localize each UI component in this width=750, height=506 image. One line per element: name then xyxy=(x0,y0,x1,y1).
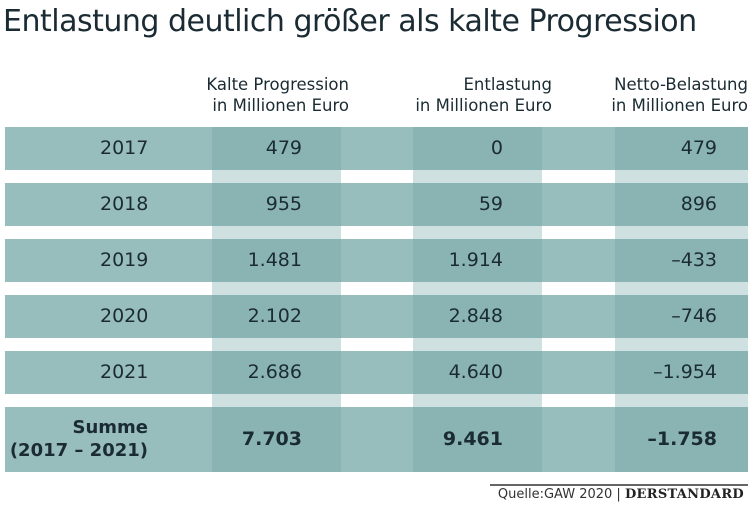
value-cell: 0 xyxy=(490,136,503,159)
footer-rule xyxy=(490,484,748,486)
column-gap xyxy=(615,282,748,295)
column-band xyxy=(413,239,542,282)
value-cell: 896 xyxy=(680,192,717,215)
source-text: Quelle:GAW 2020 | xyxy=(497,487,621,502)
row-label: 2020 xyxy=(100,304,149,327)
column-band xyxy=(212,239,341,282)
value-cell: 1.914 xyxy=(448,248,503,271)
column-gap xyxy=(413,282,542,295)
column-band xyxy=(413,351,542,394)
column-gap xyxy=(413,338,542,351)
column-band xyxy=(413,183,542,226)
column-band xyxy=(212,127,341,170)
value-cell: 479 xyxy=(680,136,717,159)
row-label: Summe (2017 – 2021) xyxy=(9,416,148,461)
column-header: Kalte Progression in Millionen Euro xyxy=(206,75,349,115)
column-header: Entlastung in Millionen Euro xyxy=(415,75,552,115)
column-gap xyxy=(212,170,341,183)
value-cell: –1.954 xyxy=(653,360,717,383)
column-band xyxy=(615,183,748,226)
value-cell: 9.461 xyxy=(442,427,503,450)
column-band xyxy=(413,295,542,338)
column-band xyxy=(212,351,341,394)
value-cell: 59 xyxy=(478,192,503,215)
value-cell: 2.686 xyxy=(247,360,302,383)
column-band xyxy=(615,351,748,394)
column-gap xyxy=(413,226,542,239)
value-cell: –433 xyxy=(671,248,717,271)
row-label: 2021 xyxy=(100,360,149,383)
column-gap xyxy=(615,226,748,239)
value-cell: –1.758 xyxy=(647,427,717,450)
value-cell: 1.481 xyxy=(247,248,302,271)
value-cell: 955 xyxy=(265,192,302,215)
chart-title: Entlastung deutlich größer als kalte Pro… xyxy=(3,4,697,39)
value-cell: –746 xyxy=(671,304,717,327)
value-cell: 2.102 xyxy=(247,304,302,327)
column-gap xyxy=(212,394,341,407)
column-header: Netto-Belastung in Millionen Euro xyxy=(611,75,748,115)
column-gap xyxy=(212,226,341,239)
derstandard-logo: DERSTANDARD xyxy=(624,487,744,502)
column-band xyxy=(615,239,748,282)
column-band xyxy=(212,295,341,338)
column-gap xyxy=(212,338,341,351)
column-band xyxy=(413,407,542,472)
value-cell: 2.848 xyxy=(448,304,503,327)
column-gap xyxy=(615,170,748,183)
column-band xyxy=(615,407,748,472)
value-cell: 4.640 xyxy=(448,360,503,383)
row-label: 2017 xyxy=(100,136,149,159)
column-band xyxy=(615,127,748,170)
column-band xyxy=(413,127,542,170)
column-gap xyxy=(413,170,542,183)
column-band xyxy=(615,295,748,338)
value-cell: 479 xyxy=(265,136,302,159)
footer: Quelle:GAW 2020 | DERSTANDARD xyxy=(498,487,744,502)
value-cell: 7.703 xyxy=(241,427,302,450)
row-label: 2018 xyxy=(100,192,149,215)
column-gap xyxy=(212,282,341,295)
column-band xyxy=(212,183,341,226)
column-band xyxy=(212,407,341,472)
column-gap xyxy=(615,394,748,407)
column-gap xyxy=(615,338,748,351)
column-gap xyxy=(413,394,542,407)
row-label: 2019 xyxy=(100,248,149,271)
